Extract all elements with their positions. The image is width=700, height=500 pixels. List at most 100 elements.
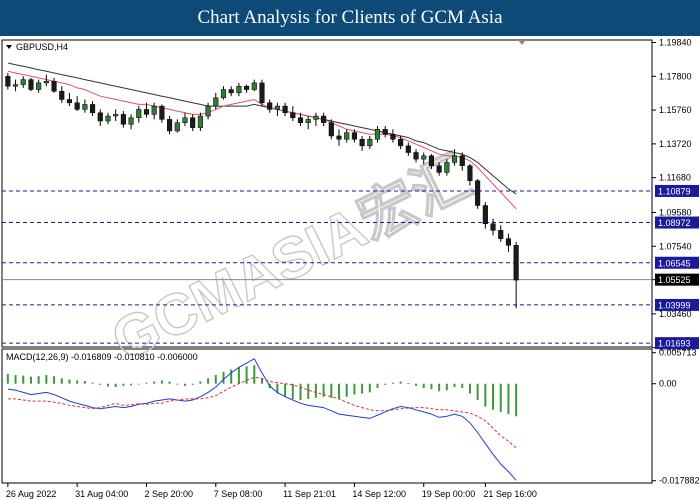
symbol-dropdown-icon[interactable] [6, 45, 12, 49]
macd-histogram-bar [338, 383, 341, 399]
candle-body [174, 122, 180, 132]
macd-histogram-bar [83, 381, 86, 384]
candle-body [12, 84, 19, 87]
candle-body [336, 135, 342, 140]
macd-tick-label: 0.005713 [659, 348, 697, 358]
macd-histogram-bar [499, 383, 502, 412]
macd-histogram-bar [68, 379, 71, 384]
macd-histogram-bar [237, 367, 240, 384]
candle-body [274, 105, 280, 110]
price-tick-label: 1.17800 [659, 71, 692, 81]
macd-histogram-bar [153, 381, 156, 384]
macd-histogram-bar [22, 375, 25, 384]
macd-histogram-bar [145, 382, 148, 384]
macd-indicator [6, 358, 518, 481]
price-axis: 1.19840 1.17800 1.15760 1.13720 1.11680 1.095… [652, 37, 699, 353]
candle-body [236, 85, 242, 94]
candle-body [97, 112, 103, 122]
candle-body [251, 82, 257, 90]
candle-body [367, 138, 373, 147]
macd-histogram-bar [76, 380, 79, 384]
time-tick-label: 14 Sep 12:00 [352, 489, 406, 499]
price-panel [1, 39, 653, 348]
macd-histogram-bar [330, 383, 333, 398]
candle-body [228, 89, 234, 94]
macd-histogram-bar [415, 383, 418, 386]
macd-signal-line [7, 376, 517, 449]
macd-histogram-bar [384, 383, 387, 385]
level-label-bg [655, 298, 699, 311]
candle-body [220, 89, 227, 99]
macd-histogram-bar [453, 383, 456, 387]
candle-body [428, 155, 434, 166]
macd-histogram-bar [376, 383, 379, 389]
candle-body [259, 82, 265, 104]
chart-area[interactable]: GCMASIA宏汇 1.198401.178001.157601.137201.… [0, 36, 700, 500]
candle-body [374, 129, 381, 140]
macd-histogram-bar [130, 383, 133, 386]
time-axis: 26 Aug 2022 31 Aug 04:00 2 Sep 20:00 7 Sep … [6, 483, 537, 499]
candle-body [120, 114, 126, 125]
candle-body [321, 115, 327, 123]
macd-histogram-bar [461, 383, 464, 389]
candle-body [244, 85, 250, 90]
macd-histogram-bar [199, 381, 202, 384]
price-tick-label: 1.13720 [659, 139, 692, 149]
macd-tick-label: -0.017882 [659, 476, 700, 486]
candle-body [159, 105, 165, 120]
horizontal-levels [2, 190, 652, 344]
macd-histogram-bar [276, 383, 279, 394]
macd-histogram-bar [122, 383, 125, 386]
candle-body [136, 109, 142, 118]
candle-body [482, 205, 488, 224]
macd-histogram-bar [345, 383, 348, 397]
macd-histogram-bar [176, 383, 179, 385]
macd-histogram-bar [391, 382, 394, 384]
candle-body [467, 165, 473, 181]
chart-shift-icon[interactable] [518, 40, 526, 45]
time-tick-label: 21 Sep 16:00 [483, 489, 537, 499]
candle-body [444, 162, 450, 173]
time-tick-label: 7 Sep 08:00 [214, 489, 263, 499]
candle-body [505, 238, 512, 246]
candle-body [405, 145, 411, 153]
macd-histogram-bar [368, 383, 371, 393]
current-price-label-bg [655, 273, 699, 286]
level-label-bg [655, 256, 699, 269]
macd-label: MACD(12,26,9) -0.016809 -0.010810 -0.006… [6, 352, 198, 362]
macd-histogram-bar [430, 383, 433, 390]
macd-histogram-bar [29, 376, 32, 384]
candle-body [513, 245, 519, 281]
price-tick-label: 1.07540 [659, 241, 692, 251]
time-tick-label: 31 Aug 04:00 [75, 489, 128, 499]
macd-histogram-bar [222, 371, 225, 384]
level-label: 1.03999 [658, 300, 691, 310]
candle-body [390, 134, 396, 140]
level-label-bg [655, 337, 699, 350]
candle-body [413, 152, 419, 160]
candle-body [328, 122, 334, 137]
candle-body [313, 115, 319, 120]
current-price-label: 1.05525 [658, 275, 691, 285]
macd-histogram-bar [307, 383, 310, 399]
macd-panel [1, 348, 653, 484]
candles [5, 72, 519, 309]
level-label: 1.01693 [658, 339, 691, 349]
time-tick-label: 2 Sep 20:00 [144, 489, 193, 499]
macd-histogram-bar [476, 383, 479, 400]
macd-histogram-bar [14, 375, 17, 384]
macd-histogram-bar [230, 369, 233, 384]
level-label: 1.08972 [658, 218, 691, 228]
macd-histogram-bar [168, 381, 171, 384]
candle-body [128, 117, 134, 125]
macd-histogram-bar [515, 383, 518, 417]
candle-body [436, 165, 442, 173]
candle-body [359, 138, 365, 147]
candle-body [205, 105, 211, 117]
price-tick-label: 1.15760 [659, 105, 692, 115]
level-label: 1.10879 [658, 186, 691, 196]
candle-body [105, 115, 111, 122]
macd-histogram-bar [245, 366, 248, 384]
price-tick-label: 1.19840 [659, 37, 692, 47]
macd-histogram-bar [6, 373, 9, 384]
